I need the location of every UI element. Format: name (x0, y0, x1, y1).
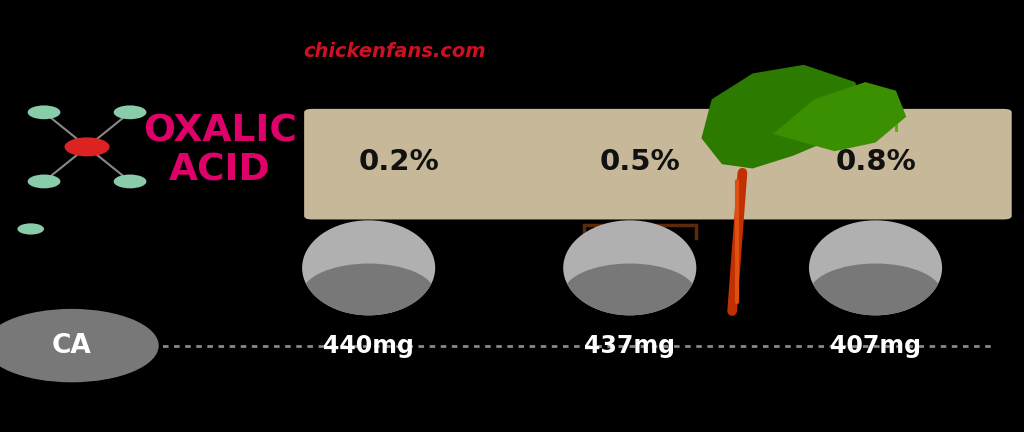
Ellipse shape (302, 220, 435, 315)
Polygon shape (701, 65, 865, 168)
Circle shape (17, 223, 44, 235)
Circle shape (0, 309, 159, 382)
Text: chickenfans.com: chickenfans.com (303, 42, 485, 61)
Circle shape (28, 105, 60, 119)
Ellipse shape (809, 220, 942, 315)
Text: 440mg: 440mg (324, 334, 414, 358)
Circle shape (65, 137, 110, 156)
Ellipse shape (809, 264, 942, 324)
Text: OXALIC
ACID: OXALIC ACID (143, 114, 297, 189)
Ellipse shape (302, 264, 435, 324)
Text: 0.2%: 0.2% (359, 148, 439, 176)
Text: 407mg: 407mg (830, 334, 921, 358)
Circle shape (114, 105, 146, 119)
Text: CA: CA (52, 333, 91, 359)
Polygon shape (773, 82, 906, 151)
Text: 437mg: 437mg (585, 334, 675, 358)
Circle shape (114, 175, 146, 188)
Circle shape (28, 175, 60, 188)
Ellipse shape (563, 220, 696, 315)
Text: 0.5%: 0.5% (600, 148, 680, 176)
FancyBboxPatch shape (304, 109, 1012, 219)
Ellipse shape (563, 264, 696, 324)
Text: 0.8%: 0.8% (836, 148, 915, 176)
